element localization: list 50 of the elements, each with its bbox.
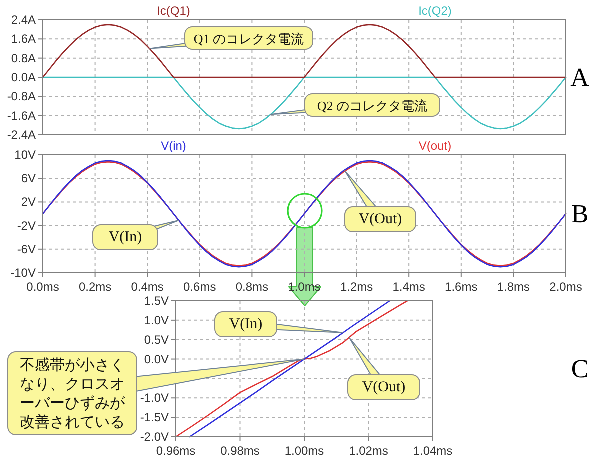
y-tick-label: -1.0V <box>140 391 169 406</box>
y-tick-label: -2V <box>17 218 36 233</box>
x-tick-label: 2.0ms <box>550 280 582 294</box>
y-tick-label: 1.5V <box>144 294 169 308</box>
callout: V(Out) <box>344 170 416 233</box>
text: C <box>571 354 589 384</box>
x-tick-label: 0.8ms <box>236 280 269 294</box>
x-tick-label: 1.00ms <box>284 444 324 458</box>
x-tick-label: 0.4ms <box>131 280 164 294</box>
x-tick-label: 1.02ms <box>349 444 388 458</box>
text: V(out) <box>418 139 452 153</box>
text: Ic(Q1) <box>157 4 190 18</box>
x-tick-label: 0.0ms <box>26 280 60 294</box>
y-tick-label: 0.5V <box>144 332 169 347</box>
callout: V(In) <box>214 312 344 338</box>
x-tick-label: 0.6ms <box>184 280 216 294</box>
y-tick-label: 1.0V <box>144 313 169 328</box>
x-tick-label: 0.96ms <box>156 444 196 458</box>
text: A <box>570 63 590 92</box>
annotation: V(Out) <box>358 212 402 228</box>
annotation: V(Out) <box>362 380 406 396</box>
annotation: 不感帯が小さくなり、クロスオーバーひずみが改善されている <box>20 356 126 431</box>
y-tick-label: -2.0V <box>140 430 169 444</box>
annotation: V(In) <box>229 316 263 333</box>
x-tick-label: 0.2ms <box>78 280 112 294</box>
text: Ic(Q2) <box>418 4 452 18</box>
x-tick-label: 1.0ms <box>288 280 321 294</box>
x-tick-label: 1.6ms <box>445 280 478 294</box>
y-tick-label: -1.6A <box>7 108 36 123</box>
text: B <box>571 200 589 228</box>
y-tick-label: 0.0A <box>11 70 36 84</box>
y-tick-label: -1.5V <box>140 410 169 425</box>
y-tick-label: 0.8A <box>11 51 36 66</box>
y-tick-label: -0.8A <box>7 90 36 104</box>
text: V(in) <box>161 139 186 153</box>
y-tick-label: 2.4A <box>11 13 36 27</box>
y-tick-label: 2V <box>21 195 36 210</box>
y-tick-label: -2.4A <box>7 128 36 142</box>
x-tick-label: 1.4ms <box>392 280 426 294</box>
y-tick-label: -10V <box>10 266 36 280</box>
y-tick-label: 1.6A <box>11 32 36 46</box>
x-tick-label: 1.04ms <box>413 444 453 458</box>
x-tick-label: 1.2ms <box>340 280 374 294</box>
y-tick-label: 10V <box>14 148 36 162</box>
x-tick-label: 1.8ms <box>497 280 530 294</box>
callout: V(Out) <box>348 337 420 401</box>
y-tick-label: -6V <box>17 242 36 256</box>
y-tick-label: 6V <box>21 172 36 186</box>
x-tick-label: 0.98ms <box>220 444 260 458</box>
y-tick-label: 0.0V <box>144 352 169 366</box>
